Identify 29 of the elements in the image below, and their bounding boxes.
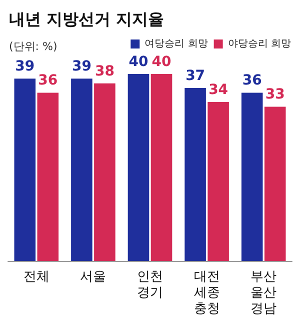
data-label: 38 bbox=[94, 63, 114, 80]
x-tick-label: 전체 bbox=[23, 270, 50, 284]
data-label: 36 bbox=[242, 72, 262, 89]
chart-title: 내년 지방선거 지지율 bbox=[9, 10, 164, 28]
data-label: 39 bbox=[15, 58, 35, 75]
bar bbox=[71, 78, 92, 261]
bar bbox=[37, 92, 59, 261]
data-label: 34 bbox=[208, 82, 228, 98]
data-label: 39 bbox=[72, 58, 92, 75]
chart-subtitle: (단위: %) bbox=[9, 40, 58, 53]
data-label: 36 bbox=[38, 72, 58, 89]
data-label: 40 bbox=[128, 54, 148, 70]
data-label: 33 bbox=[265, 86, 285, 103]
bar bbox=[128, 74, 150, 261]
bar bbox=[150, 74, 172, 261]
x-tick-label: 부산 울산 경남 bbox=[250, 270, 277, 316]
bar bbox=[14, 78, 36, 261]
bar bbox=[264, 106, 286, 261]
data-label: 40 bbox=[152, 54, 172, 70]
x-tick-label: 서울 bbox=[80, 270, 106, 284]
legend-label: 야당승리 희망 bbox=[228, 38, 292, 50]
bar bbox=[208, 102, 229, 261]
x-tick-label: 인천 경기 bbox=[137, 270, 163, 300]
bar bbox=[94, 83, 116, 261]
bar bbox=[241, 92, 263, 261]
legend-label: 여당승리 희망 bbox=[144, 38, 208, 50]
data-label: 37 bbox=[186, 68, 206, 84]
x-tick-label: 대전 세종 충청 bbox=[194, 270, 220, 316]
bar bbox=[184, 88, 206, 261]
